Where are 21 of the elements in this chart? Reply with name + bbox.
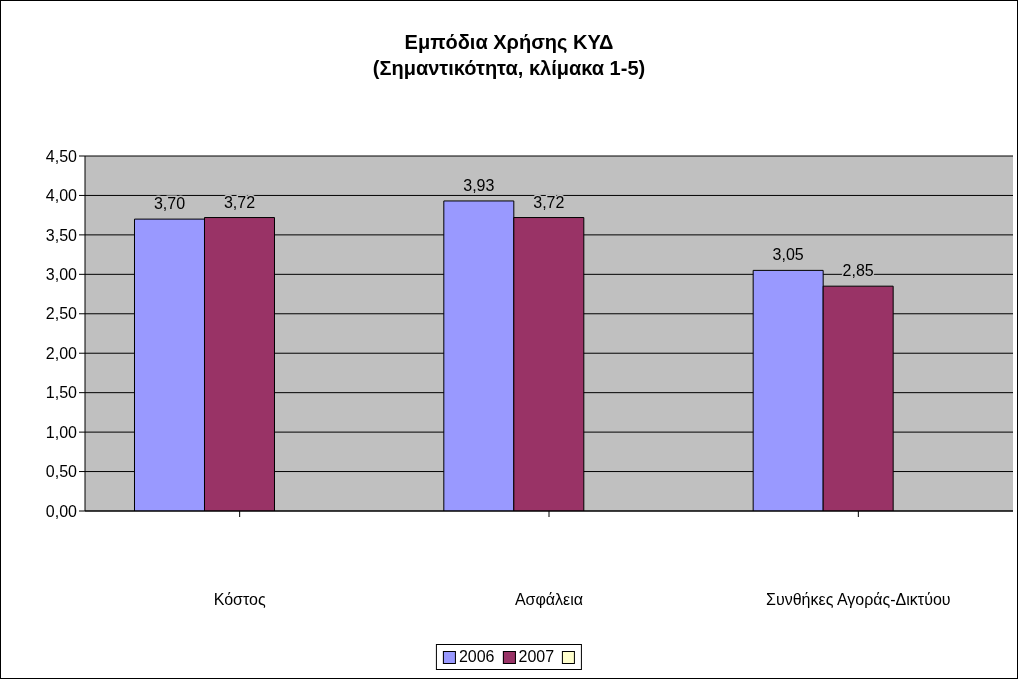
data-label: 3,05: [772, 246, 804, 264]
data-label: 3,72: [223, 193, 256, 211]
x-tick-label: Ασφάλεια: [514, 591, 584, 609]
y-tick-label: 0,00: [45, 502, 78, 520]
y-tick-label: 1,00: [45, 423, 78, 441]
data-label: 3,72: [533, 193, 565, 211]
chart-title: Εμπόδια Χρήσης ΚΥΔ (Σημαντικότητα, κλίμακα 1-5): [371, 30, 647, 81]
y-tick-label: 2,50: [45, 305, 78, 323]
legend-label: 2006: [458, 648, 495, 666]
y-tick-label: 1,50: [45, 384, 78, 402]
y-tick-label: 3,00: [45, 266, 78, 284]
y-tick-label: 3,50: [45, 226, 78, 244]
y-tick-label: 2,00: [45, 344, 78, 362]
x-tick-label: Συνθήκες Αγοράς-Δικτύου: [766, 591, 951, 609]
y-tick-label: 0,50: [45, 463, 78, 481]
x-tick-label: Κόστος: [213, 591, 266, 609]
legend-label: 2007: [518, 648, 555, 666]
data-label: 3,93: [463, 176, 495, 194]
y-tick-label: 4,50: [45, 147, 78, 165]
data-label: 3,70: [153, 195, 186, 213]
y-tick-label: 4,00: [45, 187, 78, 205]
